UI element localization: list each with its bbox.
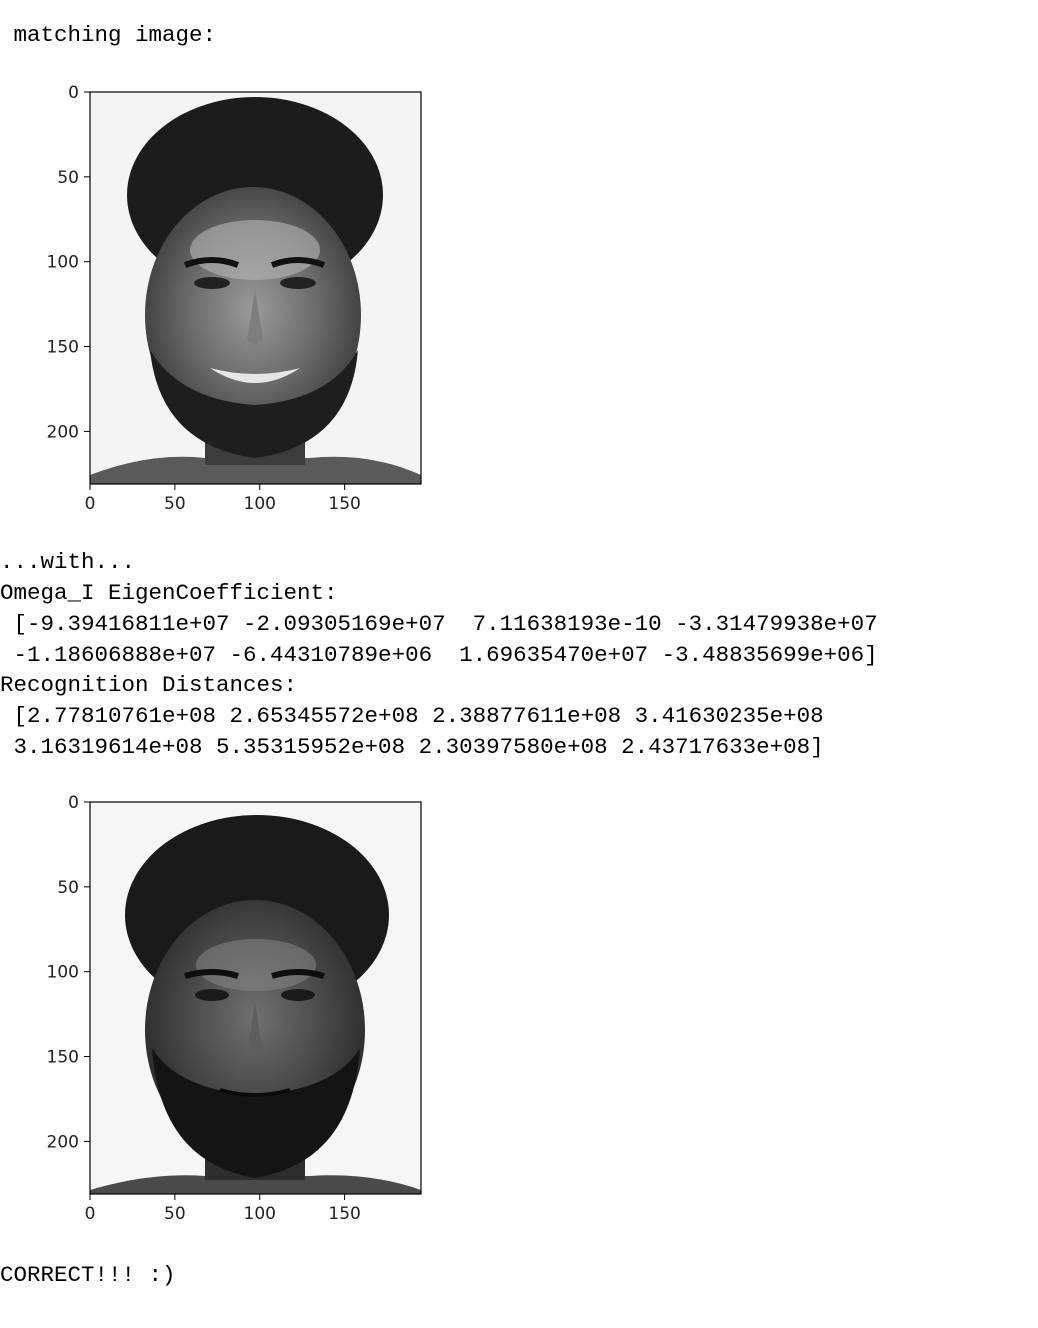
- y-tick-label: 100: [47, 963, 79, 983]
- test-image-plot: 0 50 100 150 0 50 100 150 200: [0, 790, 440, 1320]
- axes-frame: [89, 91, 422, 485]
- omega-values-line-2: -1.18606888e+07 -6.44310789e+06 1.696354…: [0, 642, 878, 668]
- y-tick-label: 50: [57, 168, 79, 188]
- x-tick-label: 150: [328, 1204, 360, 1224]
- matching-image-plot: 0 50 100 150 0 50 100 150 200: [0, 80, 440, 610]
- x-tick-label: 100: [244, 1204, 276, 1224]
- x-tick-label: 50: [164, 1204, 186, 1224]
- x-tick-label: 100: [244, 494, 276, 514]
- y-tick-label: 150: [47, 338, 79, 358]
- result-text: CORRECT!!! :): [0, 1262, 176, 1288]
- x-tick-label: 0: [85, 1204, 96, 1224]
- omega-label: Omega_I EigenCoefficient:: [0, 580, 338, 606]
- face-photo: [90, 802, 421, 1194]
- with-line: ...with...: [0, 549, 136, 575]
- matching-image-axes: 0 50 100 150 0 50 100 150 200: [47, 83, 422, 514]
- test-image-axes: 0 50 100 150 0 50 100 150 200: [47, 793, 422, 1224]
- y-tick-label: 150: [47, 1048, 79, 1068]
- distances-values-line-2: 3.16319614e+08 5.35315952e+08 2.30397580…: [0, 734, 824, 760]
- x-tick-label: 0: [85, 494, 96, 514]
- matching-image-label: matching image:: [0, 22, 217, 48]
- y-tick-label: 200: [47, 1132, 79, 1152]
- x-tick-label: 150: [328, 494, 360, 514]
- x-tick-label: 50: [164, 494, 186, 514]
- y-tick-label: 200: [47, 422, 79, 442]
- face-photo: [90, 92, 421, 484]
- y-tick-label: 50: [57, 878, 79, 898]
- y-tick-label: 0: [68, 83, 79, 103]
- y-tick-label: 100: [47, 253, 79, 273]
- omega-values-line-1: [-9.39416811e+07 -2.09305169e+07 7.11638…: [0, 611, 878, 637]
- axes-frame: [89, 801, 422, 1195]
- y-tick-label: 0: [68, 793, 79, 813]
- distances-label: Recognition Distances:: [0, 672, 298, 698]
- distances-values-line-1: [2.77810761e+08 2.65345572e+08 2.3887761…: [0, 703, 824, 729]
